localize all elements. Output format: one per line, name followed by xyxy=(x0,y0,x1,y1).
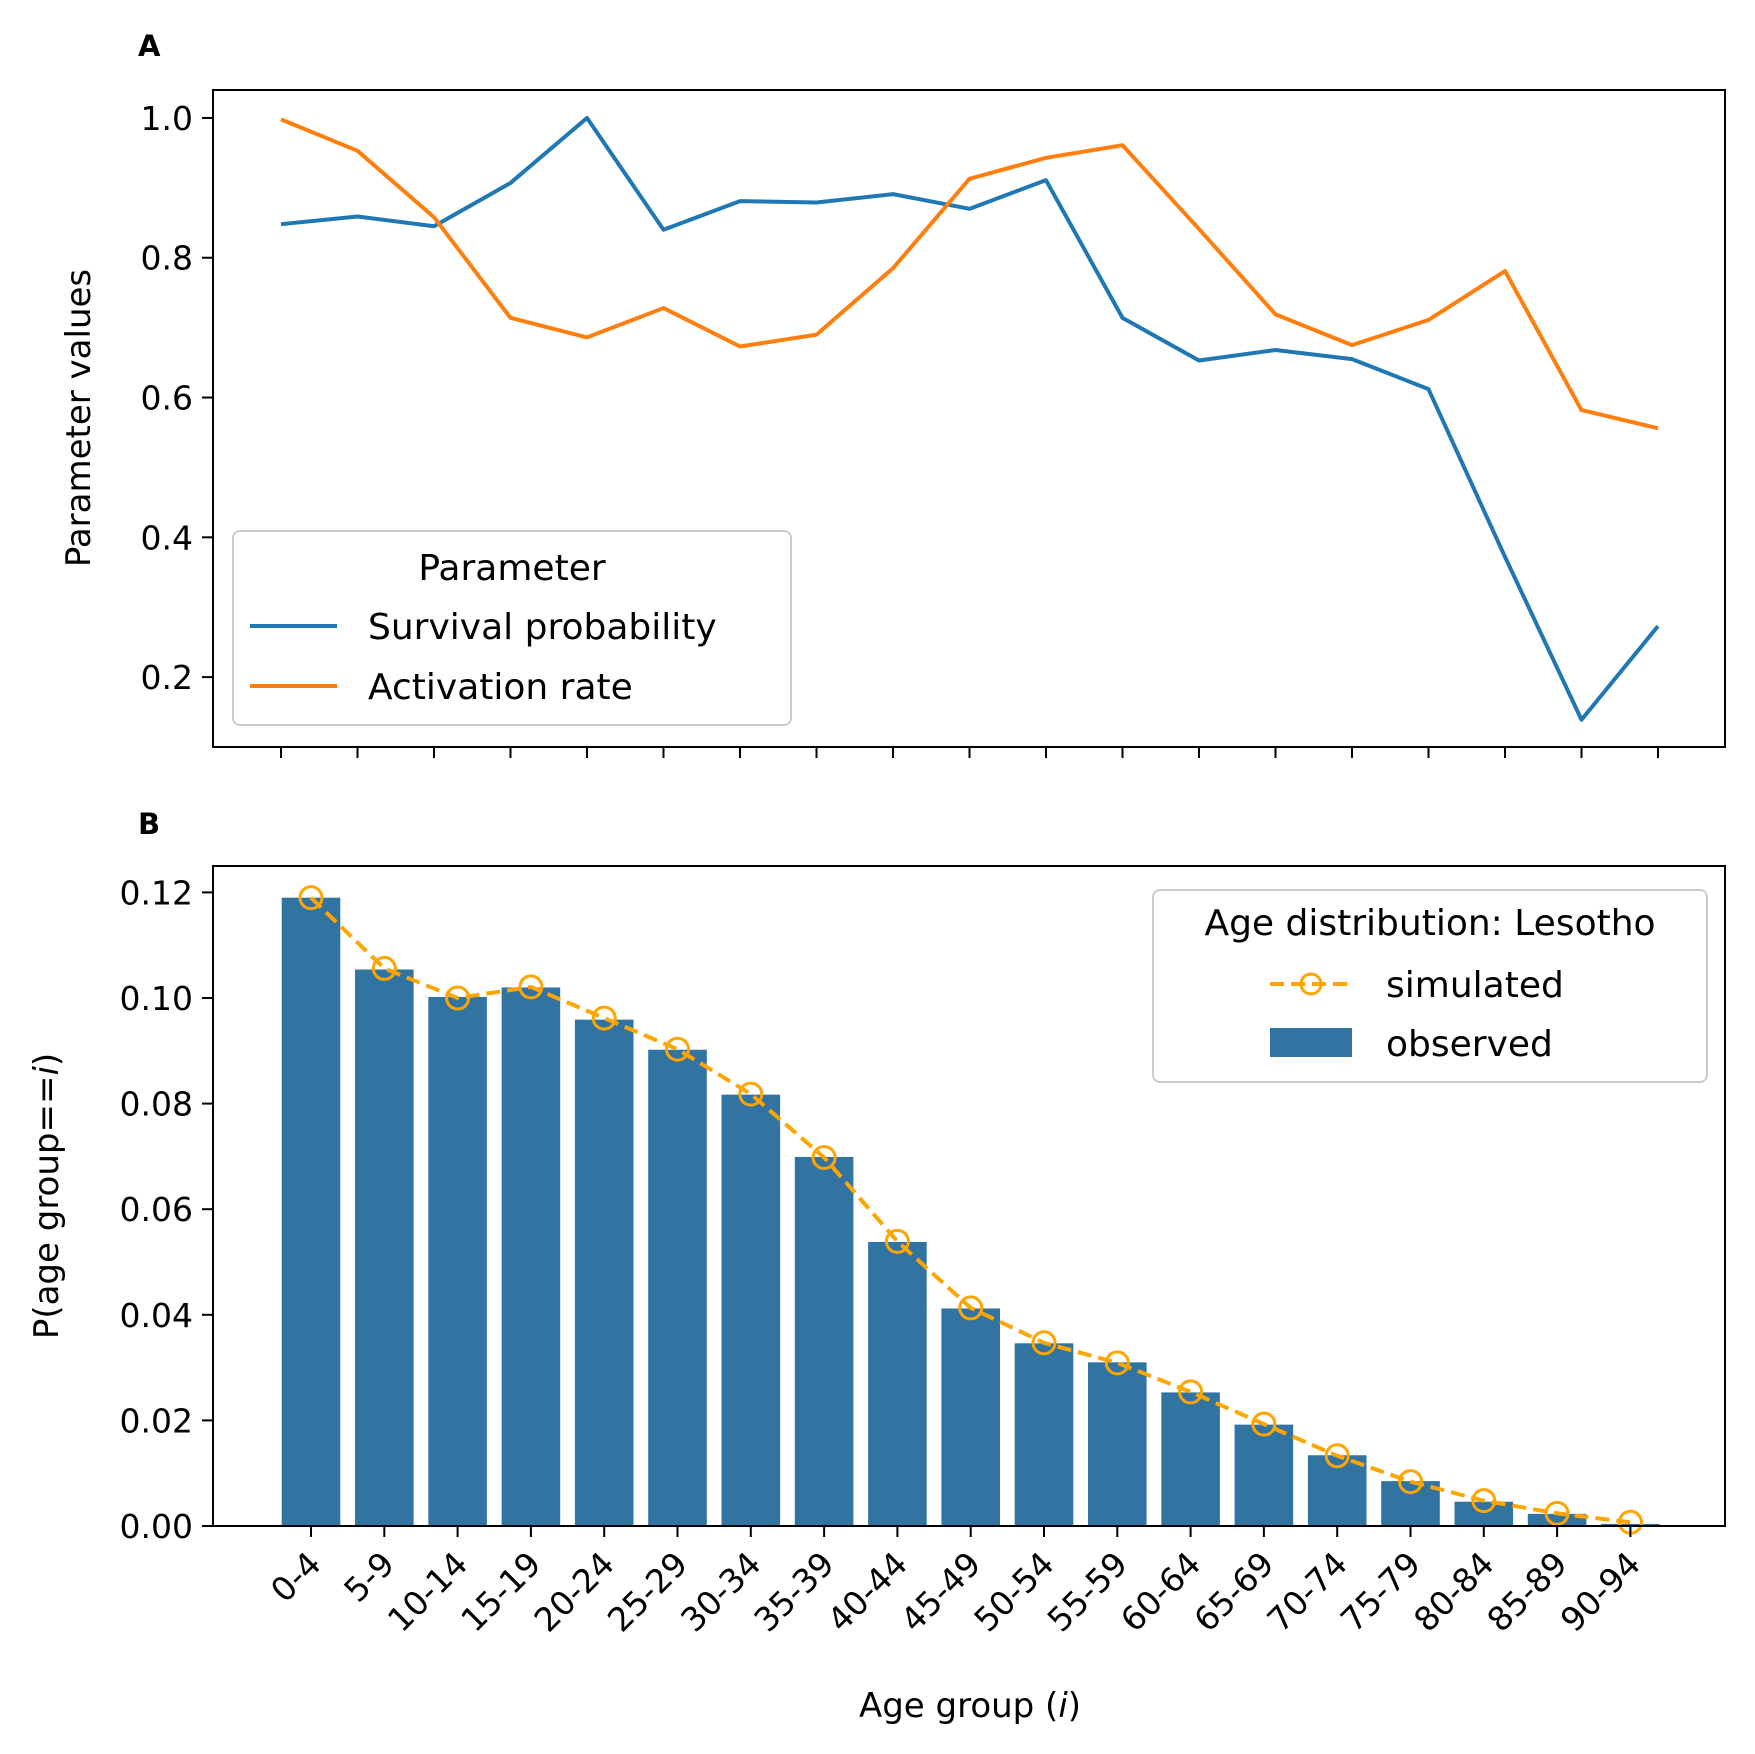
x-tick-label: 85-89 xyxy=(1479,1544,1574,1639)
y-tick-label: 0.2 xyxy=(141,658,193,697)
point-simulated xyxy=(1324,1443,1350,1469)
point-simulated xyxy=(445,985,471,1011)
x-tick-label: 65-69 xyxy=(1186,1544,1281,1639)
panel-b-frame xyxy=(212,865,1726,1527)
panel-a-x-ticks xyxy=(280,747,1659,758)
bar-observed xyxy=(794,1156,854,1526)
panel-a-legend: Parameter Survival probability Activatio… xyxy=(232,530,792,726)
bar-observed xyxy=(1014,1343,1074,1526)
x-tick-label: 15-19 xyxy=(453,1544,548,1639)
bar-observed xyxy=(941,1308,1000,1526)
point-simulated xyxy=(1544,1500,1570,1526)
panel-b-x-axis-label: Age group (i) xyxy=(859,1686,1081,1726)
y-tick-label: 0.00 xyxy=(120,1507,193,1546)
point-simulated xyxy=(1398,1469,1423,1495)
x-tick-label: 50-54 xyxy=(966,1544,1061,1639)
bar-observed xyxy=(574,1019,634,1526)
point-simulated xyxy=(371,955,397,981)
x-tick-label: 60-64 xyxy=(1113,1544,1208,1639)
bar-observed xyxy=(428,996,487,1526)
legend-label-activation: Activation rate xyxy=(368,667,633,708)
point-simulated xyxy=(665,1036,690,1062)
point-simulated xyxy=(518,974,544,1000)
point-simulated xyxy=(1104,1350,1130,1376)
x-tick-label: 70-74 xyxy=(1259,1544,1354,1639)
panel-a: A 0.2 0.4 0.6 0.8 1.0 Parameter values Param… xyxy=(59,29,1726,758)
point-simulated xyxy=(298,885,324,911)
bar-observed xyxy=(1088,1362,1147,1526)
panel-b-legend: Age distribution: Lesotho simulated obse… xyxy=(1152,889,1708,1083)
y-tick-label: 0.10 xyxy=(120,979,193,1018)
panel-a-y-axis-label: Parameter values xyxy=(59,269,99,567)
bar-observed xyxy=(1234,1424,1294,1526)
legend-title: Age distribution: Lesotho xyxy=(1204,903,1655,944)
legend-label-observed: observed xyxy=(1386,1024,1553,1065)
legend-swatch-observed xyxy=(1270,1028,1352,1057)
y-tick-label: 0.8 xyxy=(141,239,193,278)
x-tick-label: 35-39 xyxy=(746,1544,841,1639)
point-simulated xyxy=(1251,1411,1277,1437)
y-tick-label: 0.6 xyxy=(141,379,193,418)
bar-observed xyxy=(868,1241,927,1526)
x-tick-label: 30-34 xyxy=(673,1544,768,1639)
y-tick-label: 0.06 xyxy=(120,1190,193,1229)
bar-observed xyxy=(355,969,414,1526)
series-line-simulated xyxy=(309,896,1631,1525)
x-tick-label: 80-84 xyxy=(1406,1544,1501,1639)
panel-b-simulated-line xyxy=(298,885,1643,1535)
x-tick-label: 45-49 xyxy=(893,1544,988,1639)
x-tick-label: 40-44 xyxy=(820,1544,915,1639)
legend-box xyxy=(232,530,792,726)
y-tick-label: 0.04 xyxy=(120,1296,193,1335)
bar-observed xyxy=(1601,1523,1660,1526)
panel-a-letter: A xyxy=(138,29,161,63)
panel-a-frame xyxy=(212,89,1726,748)
point-simulated xyxy=(591,1005,617,1031)
x-tick-label: 10-14 xyxy=(380,1544,475,1639)
point-simulated xyxy=(1471,1488,1497,1514)
x-tick-label: 90-94 xyxy=(1553,1544,1648,1639)
x-tick-label: 25-29 xyxy=(600,1544,695,1639)
series-line-survival-probability xyxy=(280,115,1660,722)
bar-observed xyxy=(1381,1481,1440,1526)
panel-b-y-ticks: 0.00 0.02 0.04 0.06 0.08 0.10 0.12 xyxy=(120,873,213,1546)
legend-marker-simulated xyxy=(1299,972,1323,996)
y-tick-label: 1.0 xyxy=(141,99,193,138)
bar-observed xyxy=(721,1094,781,1526)
bar-observed xyxy=(1527,1513,1587,1526)
y-tick-label: 0.02 xyxy=(120,1401,193,1440)
panel-a-y-ticks: 0.2 0.4 0.6 0.8 1.0 xyxy=(141,99,213,697)
legend-title: Parameter xyxy=(418,548,605,589)
point-simulated xyxy=(884,1228,910,1254)
panel-b-y-axis-label: P(age group==i) xyxy=(27,1053,67,1339)
legend-label-simulated: simulated xyxy=(1386,965,1564,1006)
point-simulated xyxy=(738,1081,764,1107)
y-tick-label: 0.4 xyxy=(141,518,193,557)
panel-a-lines xyxy=(280,115,1660,722)
panel-b-x-ticks: 0-4 5-910-1415-1920-2425-2930-3435-3940-4… xyxy=(263,1526,1648,1639)
bar-observed xyxy=(281,897,341,1526)
panel-b: B 0.00 0.02 0.04 0.06 0.08 0.10 0.12 0-4 5-910-… xyxy=(27,807,1726,1726)
legend-label-survival: Survival probability xyxy=(368,607,717,648)
series-line-activation-rate xyxy=(280,117,1659,431)
bar-observed xyxy=(648,1049,707,1526)
panel-b-letter: B xyxy=(138,807,160,841)
point-simulated xyxy=(811,1144,837,1170)
point-simulated xyxy=(1178,1379,1204,1405)
x-tick-label: 55-59 xyxy=(1040,1544,1135,1639)
x-tick-label: 0-4 xyxy=(263,1544,329,1610)
point-simulated xyxy=(1031,1330,1057,1356)
y-tick-label: 0.08 xyxy=(120,1085,193,1124)
bar-observed xyxy=(501,987,561,1526)
panel-b-bars xyxy=(281,897,1660,1526)
y-tick-label: 0.12 xyxy=(120,873,193,912)
x-tick-label: 75-79 xyxy=(1333,1544,1428,1639)
x-tick-label: 20-24 xyxy=(526,1544,621,1639)
point-simulated xyxy=(958,1295,984,1321)
bar-observed xyxy=(1161,1392,1220,1526)
